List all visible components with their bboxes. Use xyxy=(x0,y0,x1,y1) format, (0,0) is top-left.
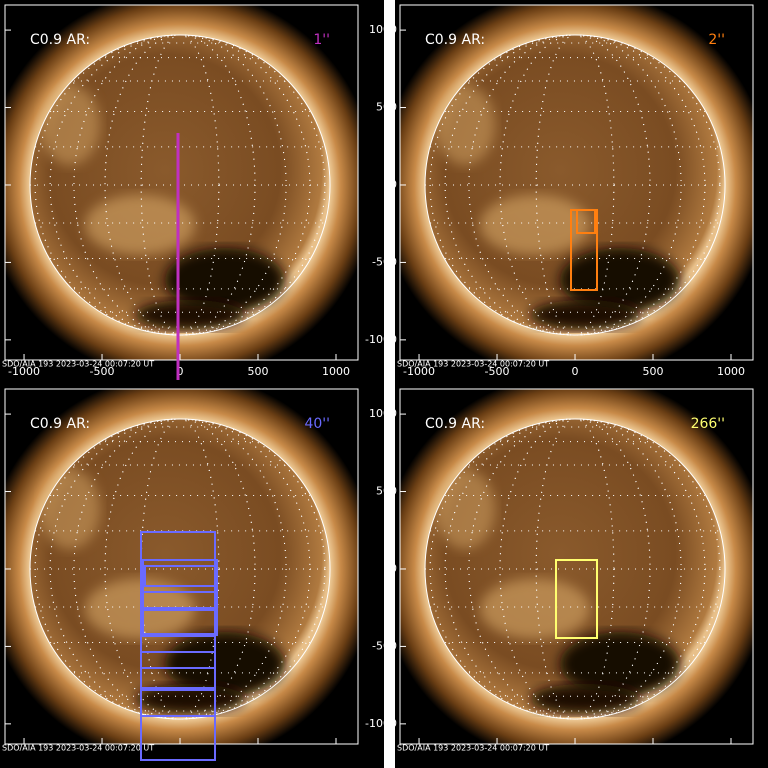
panel: -1000 -500 0 500 1000 1000 500 0 -500 -1000 C0.9 A… xyxy=(365,0,768,384)
y-tick-label: 500 xyxy=(376,101,397,114)
meridian xyxy=(73,34,287,336)
footer: SDO/AIA 193 2023-03-24 00:07:20 UT xyxy=(2,360,154,369)
x-tick-label: 0 xyxy=(572,365,579,378)
x-tick-label: -1000 xyxy=(403,365,435,378)
region-overlay xyxy=(140,591,216,611)
scale-label: 1'' xyxy=(313,32,330,48)
y-tick-label: 1000 xyxy=(369,23,397,36)
panel-label: C0.9 AR: xyxy=(425,32,485,48)
meridian xyxy=(104,34,256,336)
panel-label: C0.9 AR: xyxy=(425,416,485,432)
footer: SDO/AIA 193 2023-03-24 00:07:20 UT xyxy=(397,360,549,369)
x-tick-label: 500 xyxy=(248,365,269,378)
coronal-hole xyxy=(530,683,641,714)
bright-region xyxy=(480,194,591,255)
coronal-hole xyxy=(530,299,641,330)
footer: SDO/AIA 193 2023-03-24 00:07:20 UT xyxy=(397,744,549,753)
y-tick-label: -1000 xyxy=(365,333,397,346)
sun-image xyxy=(400,389,753,744)
scale-label: 266'' xyxy=(691,416,725,432)
panel: 1000 500 0 -500 -1000 C0.9 AR: 266'' SDO/AIA 19… xyxy=(365,384,768,768)
region-overlay xyxy=(576,209,596,234)
meridian xyxy=(49,34,311,336)
meridian xyxy=(444,34,706,336)
region-overlay xyxy=(144,565,216,587)
y-tick-label: 0 xyxy=(390,178,397,191)
bright-region xyxy=(40,468,101,549)
x-tick-label: -500 xyxy=(90,365,115,378)
x-tick-label: -500 xyxy=(485,365,510,378)
sun-image xyxy=(400,5,753,360)
y-tick-label: -500 xyxy=(372,639,397,652)
bright-region xyxy=(435,84,496,165)
y-tick-label: 500 xyxy=(376,485,397,498)
coronal-hole xyxy=(165,247,286,312)
coronal-hole xyxy=(135,299,246,330)
x-tick-label: -1000 xyxy=(8,365,40,378)
footer: SDO/AIA 193 2023-03-24 00:07:20 UT xyxy=(2,744,154,753)
meridian xyxy=(429,34,721,336)
meridian xyxy=(468,34,682,336)
plot-frame xyxy=(4,4,359,361)
scale-label: 2'' xyxy=(708,32,725,48)
x-tick-label: 0 xyxy=(177,365,184,378)
x-tick-label: 1000 xyxy=(322,365,350,378)
panel-label: C0.9 AR: xyxy=(30,416,90,432)
scale-label: 40'' xyxy=(304,416,330,432)
panel-label: C0.9 AR: xyxy=(30,32,90,48)
coronal-hole xyxy=(560,631,681,696)
plot-frame xyxy=(4,388,359,745)
panel: -1000 -500 0 500 1000 C0.9 AR: 1'' SDO/AIA 193 … xyxy=(0,0,384,384)
sun-image xyxy=(5,5,358,360)
region-overlay xyxy=(140,667,216,689)
coronal-hole xyxy=(560,247,681,312)
coronal-hole xyxy=(135,683,246,714)
region-overlay xyxy=(140,531,216,761)
bright-region xyxy=(40,84,101,165)
y-tick-label: 0 xyxy=(390,562,397,575)
region-overlay xyxy=(555,559,598,639)
y-tick-label: 1000 xyxy=(369,407,397,420)
region-overlay xyxy=(140,689,216,717)
plot-frame xyxy=(399,4,754,361)
x-tick-label: 1000 xyxy=(717,365,745,378)
plot-frame xyxy=(399,388,754,745)
panel: C0.9 AR: 40'' SDO/AIA 193 2023-03-24 00:07… xyxy=(0,384,384,768)
coronal-hole xyxy=(165,631,286,696)
bright-region xyxy=(435,468,496,549)
bright-region xyxy=(85,194,196,255)
bright-region xyxy=(480,578,591,639)
meridian xyxy=(34,34,326,336)
y-tick-label: -500 xyxy=(372,255,397,268)
y-tick-label: -1000 xyxy=(365,717,397,730)
x-tick-label: 500 xyxy=(643,365,664,378)
